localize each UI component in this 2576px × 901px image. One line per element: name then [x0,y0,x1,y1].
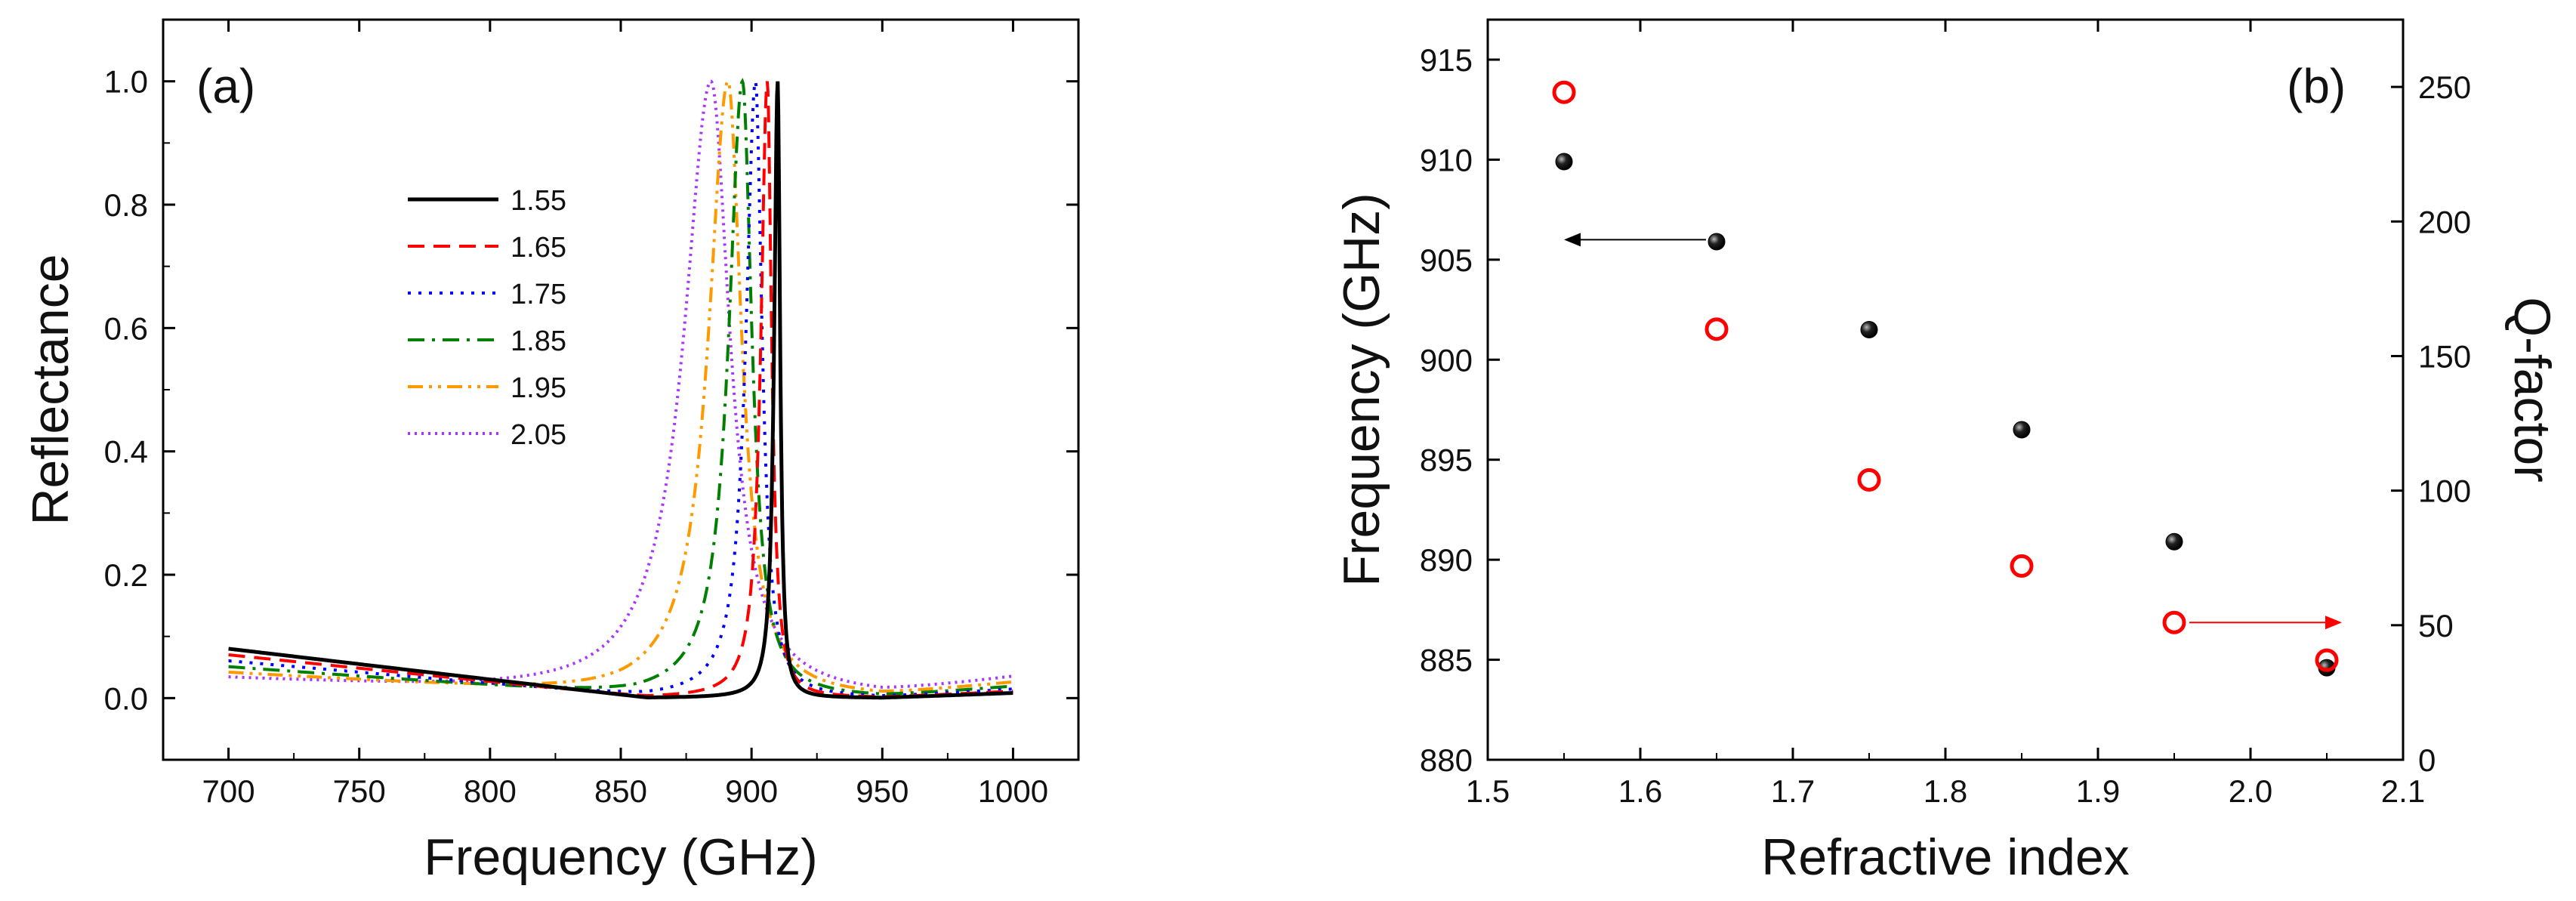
panel-b-x-tick-label: 1.6 [1618,773,1662,809]
panel-b-x-axis-title: Refractive index [1761,828,2130,886]
panel-b-right-y-ticks: 0 50 100 150 200 250 [2391,69,2471,778]
panel-a-x-tick-label: 950 [856,773,909,809]
panel-b-right-y-tick-label: 50 [2418,608,2454,643]
reflectance-curve-1-65 [228,81,1013,699]
panel-b-x-ticks: 1.5 1.6 1.7 1.8 1.9 2.0 2.1 [1466,20,2425,809]
panel-a-y-tick-label: 0.2 [104,557,148,593]
panel-a-plot-frame [162,18,1080,761]
frequency-axis-arrow-head [1564,233,1581,247]
panel-b-left-y-ticks: 880 885 890 895 900 905 910 915 [1420,42,1500,778]
panel-b-left-y-tick-label: 900 [1420,342,1473,378]
panel-b-left-y-tick-label: 910 [1420,142,1473,177]
panel-a-x-tick-label: 700 [202,773,255,809]
panel-a: 700 750 800 850 900 950 1000 0.0 0.2 0.4 0.6 0.8 1.… [22,18,1080,886]
reflectance-curve-1-75 [228,81,1013,698]
reflectance-curve-1-95 [228,79,1013,693]
panel-b-plot-frame [1486,18,2405,761]
panel-b-right-y-tick-label: 250 [2418,69,2471,105]
frequency-point [1708,233,1726,251]
panel-b-left-y-tick-label: 880 [1420,742,1473,778]
panel-a-curves [228,78,1013,700]
frequency-point [2165,532,2183,551]
legend-label-1-65: 1.65 [511,232,566,264]
panel-b: 1.5 1.6 1.7 1.8 1.9 2.0 2.1 880 885 890 895 900 905… [1333,18,2561,886]
panel-b-right-y-tick-label: 200 [2418,204,2471,239]
panel-a-legend: 1.55 1.65 1.75 1.85 1.95 2.05 [408,185,566,451]
panel-a-y-tick-label: 0.4 [104,434,148,470]
panel-a-x-axis-title: Frequency (GHz) [424,828,817,886]
panel-a-x-tick-label: 800 [464,773,517,809]
panel-b-x-tick-label: 2.0 [2229,773,2272,809]
frequency-point [2013,421,2031,439]
panel-a-x-tick-label: 1000 [978,773,1048,809]
panel-a-x-tick-label: 750 [333,773,386,809]
reflectance-curve-1-55 [228,81,1013,700]
panel-b-x-tick-label: 1.8 [1924,773,1967,809]
panel-b-left-y-tick-label: 915 [1420,42,1473,78]
q-factor-point [2162,610,2186,634]
panel-b-label: (b) [2287,59,2346,113]
panel-b-left-y-tick-label: 890 [1420,542,1473,578]
panel-b-right-y-tick-label: 150 [2418,338,2471,374]
legend-label-2-05: 2.05 [511,419,566,451]
panel-b-left-y-tick-label: 895 [1420,443,1473,478]
legend-label-1-55: 1.55 [511,185,566,217]
panel-b-x-tick-label: 1.5 [1466,773,1510,809]
panel-a-x-tick-label: 900 [725,773,778,809]
panel-b-right-y-axis-title: Q-factor [2504,297,2561,483]
q-factor-point [1552,80,1576,104]
panel-b-arrows [1564,233,2342,630]
panel-b-right-y-tick-label: 100 [2418,474,2471,509]
panel-b-x-tick-label: 1.7 [1771,773,1815,809]
panel-a-y-tick-label: 0.8 [104,187,148,223]
panel-b-points [1552,80,2339,677]
panel-a-y-tick-label: 0.0 [104,680,148,716]
q-factor-point [1704,317,1729,341]
frequency-point [1860,321,1878,339]
panel-b-x-tick-label: 2.1 [2381,773,2425,809]
q-factor-point [1857,467,1881,492]
reflectance-curve-2-05 [228,79,1013,689]
panel-b-left-y-tick-label: 885 [1420,643,1473,678]
legend-label-1-75: 1.75 [511,279,566,310]
panel-b-right-y-tick-label: 0 [2418,742,2436,778]
panel-b-left-y-axis-title: Frequency (GHz) [1333,193,1390,586]
legend-label-1-85: 1.85 [511,326,566,357]
legend-label-1-95: 1.95 [511,372,566,404]
frequency-point [1555,153,1573,171]
panel-a-x-ticks: 700 750 800 850 900 950 1000 [202,20,1048,809]
q-factor-axis-arrow-head [2325,616,2342,630]
panel-a-y-tick-label: 0.6 [104,310,148,346]
reflectance-curve-1-85 [228,78,1013,696]
panel-b-x-tick-label: 1.9 [2076,773,2120,809]
panel-a-y-tick-label: 1.0 [104,64,148,100]
q-factor-point [2315,648,2339,672]
panel-a-y-axis-title: Reflectance [22,254,79,525]
panel-b-left-y-tick-label: 905 [1420,242,1473,278]
panel-a-label: (a) [196,59,255,113]
panel-a-x-tick-label: 850 [594,773,647,809]
panel-a-y-ticks: 0.0 0.2 0.4 0.6 0.8 1.0 [104,64,1078,716]
q-factor-point [2010,554,2034,578]
